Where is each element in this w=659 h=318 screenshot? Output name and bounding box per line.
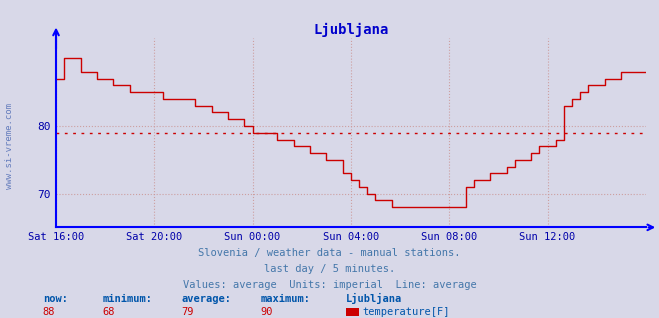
Text: 88: 88 xyxy=(43,307,55,317)
Text: Ljubljana: Ljubljana xyxy=(346,293,402,304)
Text: average:: average: xyxy=(181,294,231,304)
Text: 79: 79 xyxy=(181,307,194,317)
Text: Values: average  Units: imperial  Line: average: Values: average Units: imperial Line: av… xyxy=(183,280,476,290)
Text: minimum:: minimum: xyxy=(102,294,152,304)
Text: last day / 5 minutes.: last day / 5 minutes. xyxy=(264,264,395,274)
Text: 90: 90 xyxy=(260,307,273,317)
Text: 68: 68 xyxy=(102,307,115,317)
Text: www.si-vreme.com: www.si-vreme.com xyxy=(5,103,14,189)
Text: Slovenia / weather data - manual stations.: Slovenia / weather data - manual station… xyxy=(198,248,461,258)
Text: temperature[F]: temperature[F] xyxy=(362,307,450,317)
Title: Ljubljana: Ljubljana xyxy=(313,23,389,37)
Text: now:: now: xyxy=(43,294,68,304)
Text: maximum:: maximum: xyxy=(260,294,310,304)
